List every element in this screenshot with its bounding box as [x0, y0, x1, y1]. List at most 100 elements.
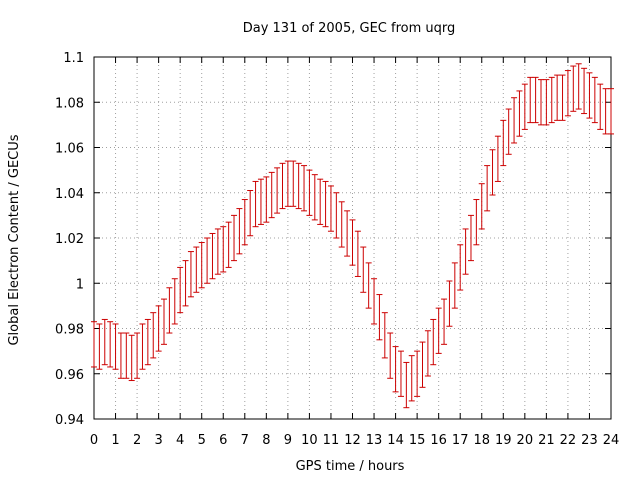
error-bar-point: [537, 79, 544, 126]
error-bar-point: [306, 169, 313, 216]
error-bar-point: [451, 262, 458, 309]
error-bar-point: [392, 346, 399, 393]
error-bar-point: [91, 321, 97, 368]
error-bar-point: [397, 350, 404, 397]
x-tick-label: 2: [133, 433, 141, 448]
x-tick-label: 14: [387, 433, 404, 448]
x-tick-label: 20: [517, 433, 534, 448]
error-bar-point: [489, 149, 496, 196]
error-bar-point: [581, 67, 588, 115]
x-tick-label: 1: [111, 433, 119, 448]
error-bar-point: [295, 162, 302, 210]
error-bar-point: [548, 76, 555, 124]
y-axis-label: Global Electron Content / GECUs: [7, 134, 22, 345]
y-tick-label: 1.08: [55, 96, 84, 111]
error-bar-point: [187, 251, 194, 298]
error-bar-point: [155, 305, 162, 352]
error-bar-point: [446, 280, 453, 327]
y-tick-label: 1.04: [55, 187, 84, 202]
error-bar-point: [591, 76, 598, 124]
error-bar-point: [575, 63, 582, 110]
y-tick-label: 1.02: [55, 232, 84, 247]
y-tick-label: 0.98: [55, 323, 84, 338]
error-bar-point: [457, 244, 464, 291]
error-bar-point: [171, 278, 178, 325]
error-bar-point: [139, 323, 146, 370]
error-bar-point: [161, 298, 168, 345]
error-bar-point: [570, 65, 577, 112]
error-bar-point: [360, 246, 367, 293]
error-bar-point: [387, 332, 394, 379]
error-bar-point: [430, 318, 437, 366]
error-bar-point: [150, 312, 157, 359]
error-bar-point: [193, 246, 200, 293]
error-bar-point: [532, 76, 539, 124]
error-bar-point: [166, 287, 173, 334]
x-tick-label: 0: [90, 433, 98, 448]
error-bar-point: [241, 199, 248, 246]
chart-title: Day 131 of 2005, GEC from uqrg: [243, 21, 456, 36]
error-bar-point: [376, 294, 383, 341]
tick-layer: 0 1 2 3 4 5 6 7 8 9 10 11 12 13 14 15 16 17 18 19 20 21 22 23 24…: [55, 51, 619, 448]
error-bar-point: [338, 201, 345, 248]
error-bar-point: [500, 119, 507, 167]
error-bar-point: [290, 160, 297, 207]
error-bar-point: [424, 330, 431, 377]
x-tick-label: 22: [560, 433, 577, 448]
error-bar-point: [333, 192, 340, 239]
y-tick-label: 0.96: [55, 368, 84, 383]
error-bar-point: [586, 72, 593, 119]
y-tick-label: 0.94: [55, 413, 84, 428]
error-bar-point: [344, 210, 351, 257]
error-bar-point: [543, 79, 550, 126]
error-bar-point: [516, 90, 523, 137]
error-bar-point: [225, 221, 232, 268]
error-bar-point: [559, 74, 566, 121]
error-bar-point: [274, 167, 281, 214]
x-tick-label: 15: [409, 433, 426, 448]
error-bar-point: [505, 108, 512, 155]
error-bar-point: [117, 332, 124, 379]
error-bar-point: [220, 226, 227, 273]
error-bar-point: [263, 176, 270, 223]
error-bar-point: [521, 83, 528, 130]
error-bar-point: [107, 321, 114, 368]
x-tick-label: 19: [495, 433, 512, 448]
error-bar-point: [301, 165, 308, 212]
y-tick-label: 1: [76, 277, 84, 292]
error-bar-point: [96, 323, 103, 370]
error-bar-point: [441, 298, 448, 345]
error-bar-point: [408, 355, 415, 402]
error-bar-point: [462, 228, 469, 275]
error-bar-point: [478, 183, 485, 230]
error-bar-point: [214, 228, 221, 275]
x-tick-label: 4: [176, 433, 184, 448]
error-bar-point: [414, 350, 421, 397]
x-tick-label: 11: [323, 433, 340, 448]
error-bar-point: [354, 230, 361, 277]
error-bar-point: [365, 262, 372, 309]
error-bar-point: [236, 208, 243, 255]
x-tick-label: 8: [262, 433, 270, 448]
x-tick-label: 24: [603, 433, 620, 448]
error-bar-point: [473, 199, 480, 246]
error-bar-point: [177, 266, 184, 314]
error-bar-point: [554, 74, 561, 121]
error-bar-point: [311, 174, 318, 221]
error-bar-point: [123, 332, 130, 379]
x-tick-label: 10: [301, 433, 318, 448]
x-tick-label: 21: [538, 433, 555, 448]
error-bar-point: [527, 76, 534, 124]
error-bar-point: [204, 237, 211, 284]
error-bar-point: [247, 189, 254, 237]
error-bar-point: [268, 171, 275, 219]
data-layer: [91, 63, 614, 409]
x-tick-label: 3: [154, 433, 162, 448]
y-tick-label: 1.06: [55, 142, 84, 157]
error-bar-point: [209, 232, 216, 280]
error-bar-point: [134, 332, 141, 379]
x-tick-label: 18: [473, 433, 490, 448]
error-bar-point: [602, 88, 609, 135]
x-tick-label: 13: [366, 433, 383, 448]
